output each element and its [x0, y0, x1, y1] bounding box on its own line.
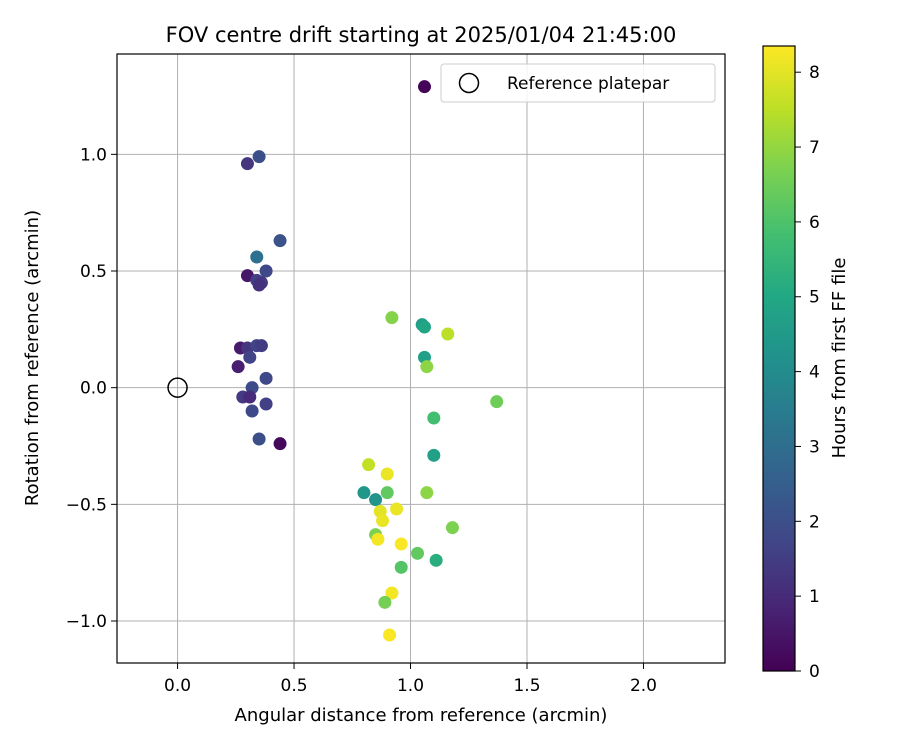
- colorbar-tick-label: 0: [809, 662, 820, 682]
- data-point: [417, 80, 431, 94]
- legend-box: [440, 63, 716, 103]
- data-point: [371, 532, 385, 546]
- data-point: [417, 320, 431, 334]
- colorbar-tick-label: 4: [809, 363, 820, 383]
- data-point: [252, 432, 266, 446]
- colorbar-ticks: 0 1 2 3 4 5 6 7 8: [795, 63, 820, 682]
- data-point: [259, 371, 273, 385]
- data-point: [380, 486, 394, 500]
- data-point: [420, 360, 434, 374]
- data-points: [231, 80, 504, 642]
- colorbar-tick-label: 5: [809, 288, 820, 308]
- colorbar-tick-label: 2: [809, 512, 820, 532]
- data-point: [259, 397, 273, 411]
- y-axis-ticks: −1.0 −0.5 0.0 0.5 1.0: [66, 145, 117, 632]
- data-point: [427, 448, 441, 462]
- colorbar-tick-label: 3: [809, 437, 820, 457]
- data-point: [273, 437, 287, 451]
- chart-title: FOV centre drift starting at 2025/01/04 …: [166, 23, 677, 47]
- data-point: [231, 360, 245, 374]
- data-point: [273, 234, 287, 248]
- data-point: [378, 595, 392, 609]
- x-tick-label: 0.0: [164, 676, 191, 696]
- y-tick-label: −0.5: [66, 495, 107, 515]
- data-point: [445, 521, 459, 535]
- data-point: [254, 339, 268, 353]
- data-point: [394, 560, 408, 574]
- x-axis-ticks: 0.0 0.5 1.0 1.5 2.0: [164, 663, 657, 696]
- grid-lines: [117, 54, 725, 663]
- data-point: [385, 311, 399, 325]
- data-point: [240, 157, 254, 171]
- data-point: [490, 395, 504, 409]
- data-point: [383, 628, 397, 642]
- legend-marker: [458, 72, 480, 94]
- data-point: [259, 264, 273, 278]
- y-tick-label: 0.0: [80, 379, 107, 399]
- data-point: [376, 514, 390, 528]
- data-point: [427, 411, 441, 425]
- data-point: [252, 278, 266, 292]
- plot-frame: [116, 53, 726, 664]
- data-point: [243, 350, 257, 364]
- y-tick-label: 1.0: [80, 145, 107, 165]
- data-point: [369, 493, 383, 507]
- data-point: [250, 250, 264, 264]
- y-axis-label: Rotation from reference (arcmin): [22, 210, 43, 506]
- x-tick-label: 0.5: [281, 676, 308, 696]
- legend-label: Reference platepar: [507, 74, 669, 94]
- data-point: [390, 502, 404, 516]
- data-point: [380, 467, 394, 481]
- colorbar-tick-label: 8: [809, 63, 820, 83]
- x-axis-label: Angular distance from reference (arcmin): [235, 705, 608, 726]
- data-point: [362, 458, 376, 472]
- data-point: [245, 404, 259, 418]
- colorbar-label: Hours from first FF file: [829, 258, 850, 459]
- data-point: [243, 390, 257, 404]
- y-tick-label: −1.0: [66, 612, 107, 632]
- colorbar-tick-label: 6: [809, 213, 820, 233]
- data-point: [394, 537, 408, 551]
- legend: Reference platepar: [440, 63, 716, 103]
- data-point: [429, 553, 443, 567]
- data-point: [252, 150, 266, 164]
- x-tick-label: 2.0: [630, 676, 657, 696]
- data-point: [411, 546, 425, 560]
- data-point: [357, 486, 371, 500]
- y-tick-label: 0.5: [80, 262, 107, 282]
- data-point: [385, 586, 399, 600]
- colorbar: 0 1 2 3 4 5 6 7 8 Hours from first FF file: [762, 45, 850, 682]
- reference-marker: [167, 377, 188, 398]
- x-tick-label: 1.5: [513, 676, 540, 696]
- data-point: [441, 327, 455, 341]
- colorbar-gradient: [762, 45, 796, 672]
- data-point: [420, 486, 434, 500]
- colorbar-tick-label: 7: [809, 138, 820, 158]
- colorbar-tick-label: 1: [809, 587, 820, 607]
- x-tick-label: 1.0: [397, 676, 424, 696]
